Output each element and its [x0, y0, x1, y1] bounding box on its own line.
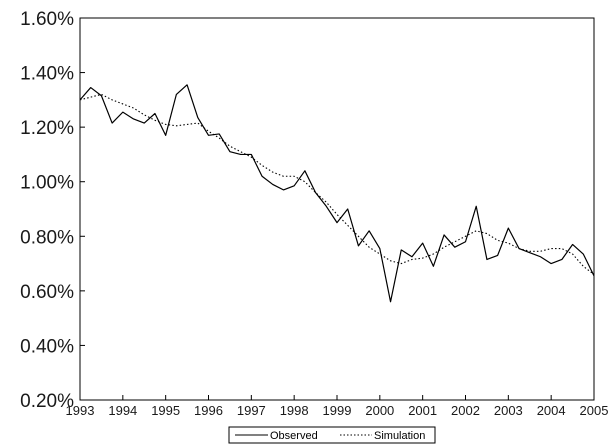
- y-tick-label: 0.60%: [20, 282, 74, 303]
- x-tick-label: 2002: [451, 403, 480, 418]
- y-tick-label: 1.40%: [20, 64, 74, 85]
- legend-box: [228, 426, 436, 444]
- x-tick-label: 1999: [323, 403, 352, 418]
- x-tick-label: 1997: [237, 403, 266, 418]
- legend-label-observed: Observed: [270, 430, 318, 442]
- y-tick-label: 0.20%: [20, 391, 74, 412]
- x-tick-label: 2003: [494, 403, 523, 418]
- x-tick-label: 1995: [151, 403, 180, 418]
- legend-label-simulation: Simulation: [374, 430, 425, 442]
- y-tick-label: 1.00%: [20, 173, 74, 194]
- series-line-observed: [79, 84, 595, 303]
- y-tick-label: 0.40%: [20, 336, 74, 357]
- y-tick-label: 1.60%: [20, 9, 74, 30]
- x-tick-label: 1994: [108, 403, 137, 418]
- x-tick-label: 1996: [194, 403, 223, 418]
- y-tick-label: 0.80%: [20, 227, 74, 248]
- series-line-simulation: [79, 93, 595, 275]
- y-tick-label: 1.20%: [20, 118, 74, 139]
- legend: Observed Simulation: [228, 426, 436, 444]
- series-layer: [79, 84, 595, 303]
- x-tick-label: 2004: [537, 403, 566, 418]
- x-tick-label: 1998: [280, 403, 309, 418]
- y-axis: 0.20% 0.40% 0.60% 0.80% 1.00% 1.20% 1.40% 1.60%: [20, 9, 85, 412]
- x-tick-label: 2005: [580, 403, 609, 418]
- x-axis: 1993 1994 1995 1996 1997 1998 1999 2000 2001 2002…: [66, 395, 609, 418]
- plot-frame: [79, 17, 595, 401]
- x-tick-label: 1993: [66, 403, 95, 418]
- x-tick-label: 2001: [408, 403, 437, 418]
- x-tick-label: 2000: [365, 403, 394, 418]
